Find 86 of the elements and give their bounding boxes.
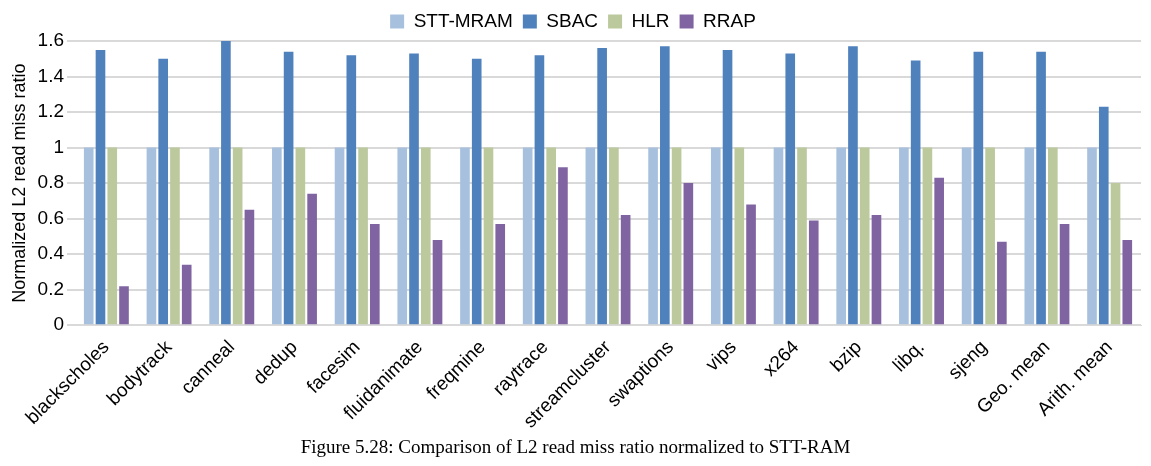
y-tick-label: 1 bbox=[53, 135, 65, 157]
bar bbox=[558, 167, 568, 325]
bar bbox=[495, 223, 506, 325]
bar bbox=[773, 147, 784, 325]
bar bbox=[1036, 51, 1046, 325]
bar bbox=[1087, 147, 1097, 325]
bar bbox=[307, 193, 317, 325]
bar bbox=[209, 147, 219, 325]
bar bbox=[181, 264, 192, 325]
bar bbox=[358, 147, 368, 325]
bar bbox=[546, 147, 556, 325]
bar bbox=[146, 147, 157, 325]
bar bbox=[1048, 147, 1058, 325]
y-tick-label: 0.4 bbox=[37, 242, 65, 264]
bar bbox=[397, 147, 408, 325]
bar bbox=[859, 147, 870, 325]
bar bbox=[119, 286, 129, 325]
x-tick-label: vips bbox=[701, 335, 740, 375]
bar bbox=[1122, 239, 1133, 325]
bar bbox=[432, 239, 443, 325]
y-tick-label: 0.2 bbox=[37, 277, 65, 299]
bar bbox=[522, 147, 533, 325]
bar bbox=[334, 147, 345, 325]
bar bbox=[232, 147, 243, 325]
bar bbox=[346, 55, 357, 325]
bar bbox=[597, 48, 607, 325]
y-tick-label: 0 bbox=[53, 313, 65, 335]
y-tick-label: 0.6 bbox=[37, 206, 65, 228]
bar bbox=[683, 183, 694, 325]
bar bbox=[797, 147, 807, 325]
bar bbox=[671, 147, 682, 325]
bar bbox=[922, 147, 933, 325]
bar bbox=[283, 51, 294, 325]
bar bbox=[1024, 147, 1035, 325]
y-tick-label: 1.2 bbox=[37, 100, 65, 122]
bar bbox=[734, 147, 745, 325]
bar bbox=[295, 147, 306, 325]
x-tick-label: bzip bbox=[825, 335, 866, 376]
bar bbox=[420, 147, 431, 325]
caption: Figure 5.28: Comparison of L2 read miss ratio normalized to STT-RAM bbox=[299, 436, 852, 458]
bar bbox=[1098, 106, 1109, 325]
bar bbox=[609, 147, 619, 325]
bar bbox=[961, 147, 972, 325]
bar bbox=[910, 60, 921, 325]
bar bbox=[370, 223, 380, 325]
bar bbox=[483, 147, 494, 325]
bar bbox=[985, 147, 995, 325]
bar bbox=[648, 147, 658, 325]
bar bbox=[710, 147, 721, 325]
bar bbox=[95, 49, 106, 325]
bar bbox=[722, 49, 733, 325]
bar bbox=[534, 55, 545, 325]
bar bbox=[746, 204, 756, 325]
y-tick-label: 0.8 bbox=[37, 171, 65, 193]
bar bbox=[899, 147, 909, 325]
bar bbox=[934, 177, 944, 325]
bar bbox=[785, 53, 796, 325]
bar bbox=[409, 53, 419, 325]
x-tick-label: libq. bbox=[888, 335, 929, 376]
legend-label: HLR bbox=[631, 9, 670, 31]
bar bbox=[848, 46, 858, 325]
bar bbox=[1059, 223, 1070, 325]
y-axis-title: Normalized L2 read miss ratio bbox=[8, 63, 29, 303]
bar bbox=[660, 46, 670, 325]
bar bbox=[973, 51, 984, 325]
bar bbox=[620, 215, 631, 325]
y-tick-label: 1.4 bbox=[37, 64, 65, 86]
bar bbox=[471, 58, 482, 325]
bar bbox=[997, 241, 1007, 325]
bar bbox=[272, 147, 282, 325]
legend-label: SBAC bbox=[546, 9, 599, 31]
bar bbox=[158, 58, 169, 325]
bar bbox=[808, 220, 819, 325]
y-tick-label: 1.6 bbox=[37, 29, 65, 51]
bar bbox=[244, 209, 255, 325]
bar bbox=[107, 147, 118, 325]
bar bbox=[221, 41, 231, 325]
bar bbox=[1110, 183, 1121, 325]
bar bbox=[585, 147, 596, 325]
bar bbox=[170, 147, 180, 325]
legend-label: RRAP bbox=[703, 9, 756, 31]
bar bbox=[460, 147, 470, 325]
bar bbox=[871, 215, 882, 325]
legend-label: STT-MRAM bbox=[413, 9, 513, 31]
bar bbox=[83, 147, 94, 325]
bar bbox=[836, 147, 847, 325]
